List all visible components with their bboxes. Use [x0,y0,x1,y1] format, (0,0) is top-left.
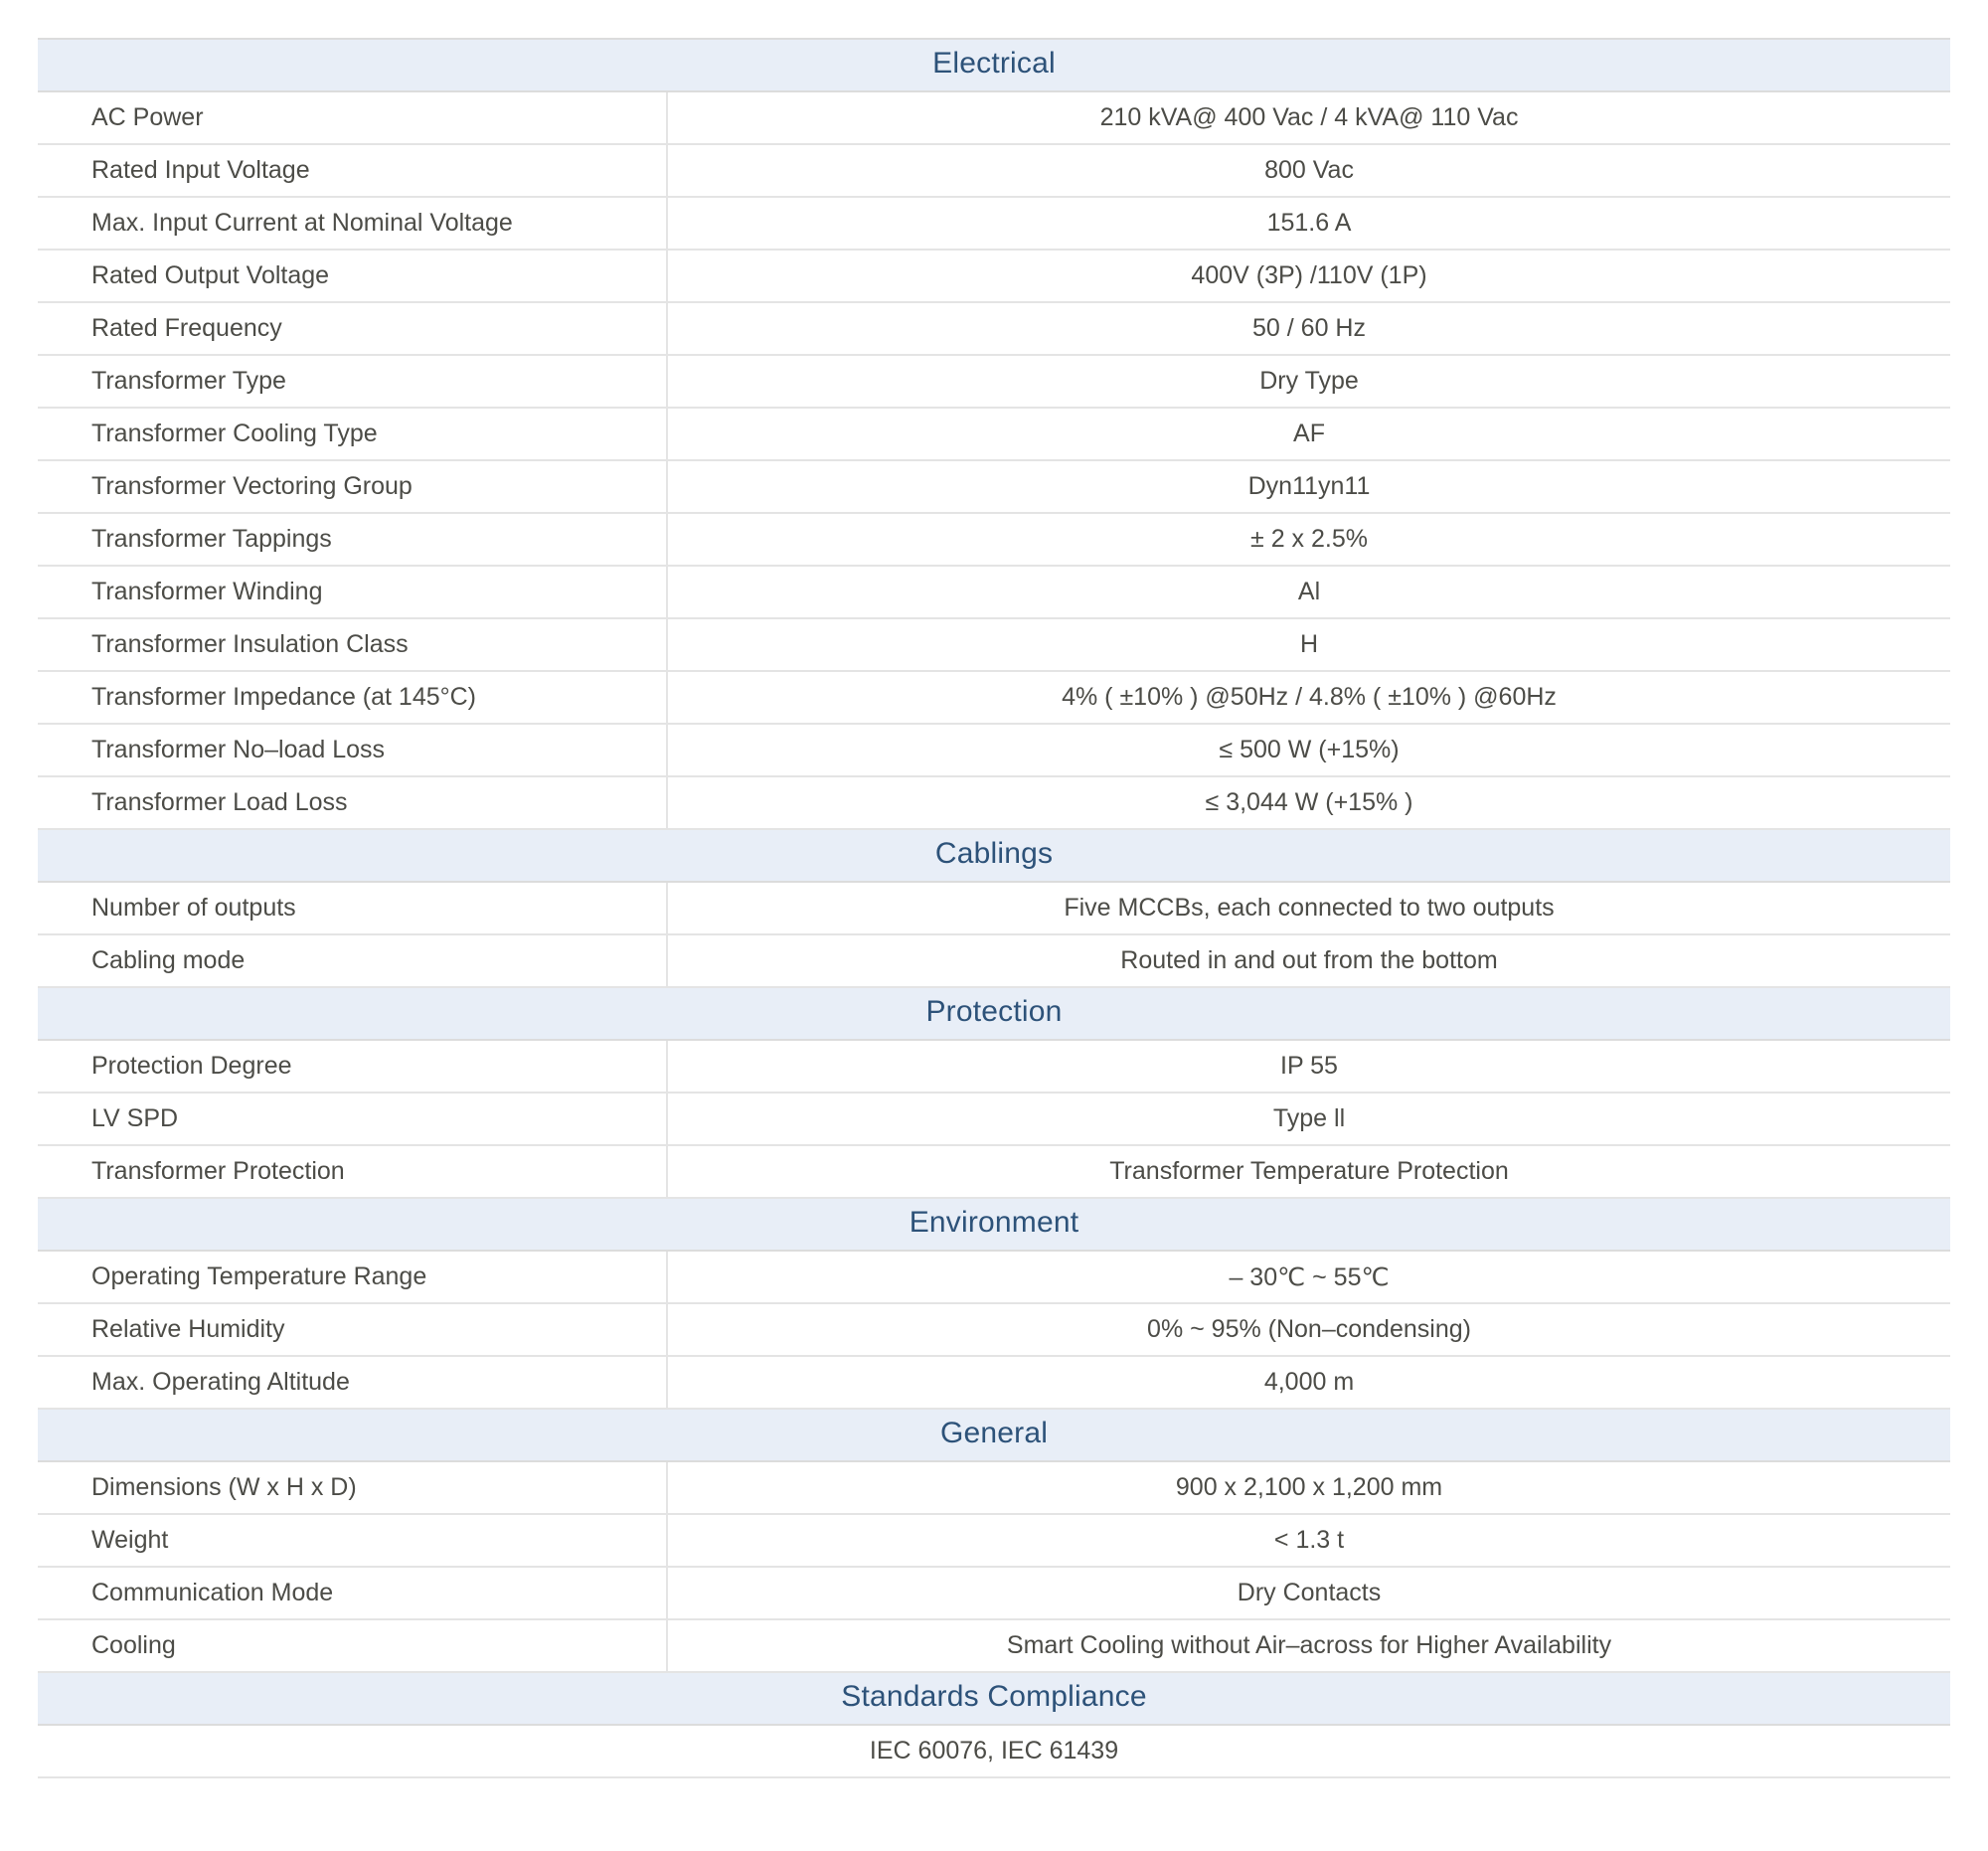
table-row: Communication Mode Dry Contacts [38,1567,1951,1620]
spec-value: 4,000 m [667,1356,1951,1410]
section-title: Standards Compliance [38,1671,1951,1726]
table-row: Weight < 1.3 t [38,1514,1951,1568]
spec-value: 900 x 2,100 x 1,200 mm [667,1461,1951,1515]
table-row: Transformer Vectoring Group Dyn11yn11 [38,460,1951,514]
spec-label: Number of outputs [38,882,668,935]
spec-value: AF [667,408,1951,461]
spec-label: Cabling mode [38,934,668,988]
spec-label: Communication Mode [38,1567,668,1620]
table-tail-spacer [38,1777,1950,1817]
spec-label: Cooling [38,1619,668,1673]
table-row: Transformer Winding Al [38,566,1951,619]
spec-label: Transformer Cooling Type [38,408,668,461]
spec-value: Dry Contacts [667,1567,1951,1620]
spec-label: Max. Operating Altitude [38,1356,668,1410]
spec-value: 400V (3P) /110V (1P) [667,250,1951,303]
table-row: Protection Degree IP 55 [38,1040,1951,1094]
spec-label: Transformer Protection [38,1145,668,1199]
section-title: Environment [38,1197,1951,1252]
spec-label: Transformer Impedance (at 145°C) [38,671,668,725]
table-row: Transformer Tappings ± 2 x 2.5% [38,513,1951,567]
table-row: Dimensions (W x H x D) 900 x 2,100 x 1,20… [38,1461,1951,1515]
spec-label: LV SPD [38,1093,668,1146]
table-row: LV SPD Type ll [38,1093,1951,1146]
spec-value: Five MCCBs, each connected to two output… [667,882,1951,935]
table-row: Rated Output Voltage 400V (3P) /110V (1P) [38,250,1951,303]
table-row: Transformer Insulation Class H [38,618,1951,672]
section-header-row: Environment [38,1197,1951,1252]
table-row: Transformer Load Loss ≤ 3,044 W (+15% ) [38,776,1951,830]
table-row: Relative Humidity 0% ~ 95% (Non–condensin… [38,1303,1951,1357]
spec-label: Transformer Load Loss [38,776,668,830]
table-row: AC Power 210 kVA@ 400 Vac / 4 kVA@ 110 Va… [38,91,1951,145]
table-row: Cooling Smart Cooling without Air–across … [38,1619,1951,1673]
table-row: Cabling mode Routed in and out from the b… [38,934,1951,988]
specification-table: Electrical AC Power 210 kVA@ 400 Vac / 4 k… [38,38,1951,1817]
spec-value: ≤ 3,044 W (+15% ) [667,776,1951,830]
spec-label: Transformer Insulation Class [38,618,668,672]
table-row: Transformer Cooling Type AF [38,408,1951,461]
spec-value: Routed in and out from the bottom [667,934,1951,988]
spec-value: – 30℃ ~ 55℃ [667,1251,1951,1304]
spec-value: 4% ( ±10% ) @50Hz / 4.8% ( ±10% ) @60Hz [667,671,1951,725]
spec-label: Rated Output Voltage [38,250,668,303]
table-row: Max. Operating Altitude 4,000 m [38,1356,1951,1410]
spec-value: Dyn11yn11 [667,460,1951,514]
spec-value: ± 2 x 2.5% [667,513,1951,567]
table-row: Transformer No–load Loss ≤ 500 W (+15%) [38,724,1951,777]
table-row: Transformer Impedance (at 145°C) 4% ( ±10… [38,671,1951,725]
section-header-row: Cablings [38,828,1951,883]
spec-label: Transformer Winding [38,566,668,619]
spec-label: Relative Humidity [38,1303,668,1357]
table-row: Number of outputs Five MCCBs, each connec… [38,882,1951,935]
spec-label: Max. Input Current at Nominal Voltage [38,197,668,251]
spec-value: Smart Cooling without Air–across for Hig… [667,1619,1951,1673]
table-row: Transformer Type Dry Type [38,355,1951,409]
table-row: Max. Input Current at Nominal Voltage 151… [38,197,1951,251]
section-header-row: Protection [38,986,1951,1041]
spec-label: Transformer Tappings [38,513,668,567]
section-header-row: General [38,1408,1951,1462]
spec-value: H [667,618,1951,672]
spec-label: Dimensions (W x H x D) [38,1461,668,1515]
spec-label: Rated Input Voltage [38,144,668,198]
spec-value-fullwidth: IEC 60076, IEC 61439 [38,1725,1951,1778]
spec-value: Type ll [667,1093,1951,1146]
spec-label: Rated Frequency [38,302,668,356]
table-row-fullwidth: IEC 60076, IEC 61439 [38,1725,1951,1778]
table-row: Transformer Protection Transformer Temper… [38,1145,1951,1199]
spec-value: Transformer Temperature Protection [667,1145,1951,1199]
spec-value: Al [667,566,1951,619]
spec-value: ≤ 500 W (+15%) [667,724,1951,777]
spec-label: Operating Temperature Range [38,1251,668,1304]
section-title: Electrical [38,38,1951,92]
spec-label: AC Power [38,91,668,145]
spec-value: 151.6 A [667,197,1951,251]
spec-value: Dry Type [667,355,1951,409]
table-tail-cell [38,1777,1950,1817]
section-header-row: Standards Compliance [38,1671,1951,1726]
spec-label: Transformer Type [38,355,668,409]
table-row: Operating Temperature Range – 30℃ ~ 55℃ [38,1251,1951,1304]
spec-value: < 1.3 t [667,1514,1951,1568]
section-title: General [38,1408,1951,1462]
table-row: Rated Input Voltage 800 Vac [38,144,1951,198]
section-header-row: Electrical [38,38,1951,92]
spec-value: IP 55 [667,1040,1951,1094]
spec-label: Weight [38,1514,668,1568]
spec-value: 210 kVA@ 400 Vac / 4 kVA@ 110 Vac [667,91,1951,145]
section-title: Protection [38,986,1951,1041]
section-title: Cablings [38,828,1951,883]
spec-label: Transformer Vectoring Group [38,460,668,514]
spec-label: Transformer No–load Loss [38,724,668,777]
spec-value: 0% ~ 95% (Non–condensing) [667,1303,1951,1357]
spec-value: 50 / 60 Hz [667,302,1951,356]
spec-value: 800 Vac [667,144,1951,198]
table-row: Rated Frequency 50 / 60 Hz [38,302,1951,356]
spec-label: Protection Degree [38,1040,668,1094]
